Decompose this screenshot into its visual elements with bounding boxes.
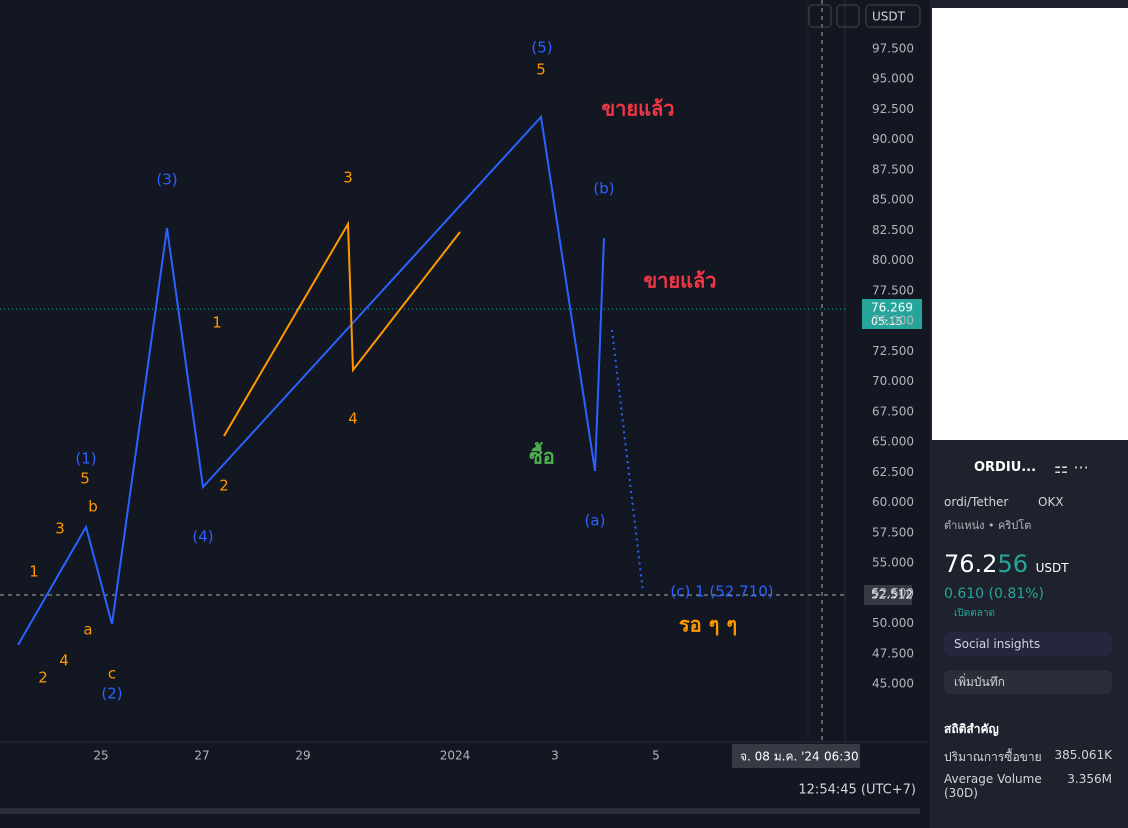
status: เปิดตลาด (954, 608, 995, 619)
annotation: ขายแล้ว (602, 97, 675, 121)
crosshair-price: 52.512 (871, 588, 913, 602)
stat-value: 385.061K (1054, 748, 1113, 762)
change: 0.610 (0.81%) (944, 586, 1044, 602)
annotation: (c) 1 (52.710) (670, 583, 773, 601)
wave-line (17, 114, 605, 646)
price-label: 47.500 (872, 646, 914, 660)
scrollbar (0, 808, 920, 814)
price-label: 90.000 (872, 132, 914, 146)
crosshair-tag (864, 585, 912, 605)
chart-bg (0, 0, 928, 828)
annotation: 3 (343, 169, 353, 187)
price-label: 65.000 (872, 435, 914, 449)
price: 76.256 USDT (944, 550, 1069, 578)
widget (932, 8, 1128, 440)
price-label: 45.000 (872, 677, 914, 691)
price-label: 72.500 (872, 344, 914, 358)
annotation: 5 (80, 470, 90, 488)
annotation: 5 (536, 61, 546, 79)
price-label: 80.000 (872, 253, 914, 267)
annotation: 1 (29, 563, 39, 581)
stat-label: ปริมาณการซื้อขาย (944, 750, 1042, 764)
price-label: 50.000 (872, 616, 914, 630)
button[interactable] (836, 4, 860, 28)
stats-title: สถิติสำคัญ (944, 722, 999, 736)
annotation: (1) (75, 450, 96, 468)
icon[interactable]: ⚏ ··· (1054, 458, 1089, 477)
price-label: 77.500 (872, 283, 914, 297)
annotation: b (88, 498, 98, 516)
price-label: 55.000 (872, 556, 914, 570)
currency: USDT (872, 10, 906, 24)
price-label: 62.500 (872, 465, 914, 479)
annotation: (3) (156, 171, 177, 189)
price-label: 67.500 (872, 404, 914, 418)
annotation: (2) (101, 685, 122, 703)
price-label: 70.000 (872, 374, 914, 388)
annotation: ซื้อ (529, 442, 555, 469)
time-label: 29 (295, 749, 310, 763)
crosshair-date: จ. 08 ม.ค. '24 (740, 750, 820, 764)
time-label: 25 (93, 749, 108, 763)
price-label: 52.500 (872, 586, 914, 600)
category: ตำแหน่ง • คริปโต (944, 519, 1032, 532)
currency-button[interactable] (865, 4, 921, 28)
sidebar: ORDIU... ⚏ ··· ordi/Tether OKX ตำแหน่ง •… (930, 0, 1128, 828)
annotation: ขายแล้ว (644, 269, 717, 293)
annotation: รอ ๆ ๆ (679, 613, 737, 637)
unit: USDT (1035, 561, 1069, 575)
current-price: 76.269 (871, 301, 913, 315)
annotation: 1 (212, 314, 222, 332)
exchange: OKX (1038, 495, 1064, 509)
price-label: 85.000 (872, 193, 914, 207)
price-label: 97.500 (872, 42, 914, 56)
price-label: 87.500 (872, 162, 914, 176)
annotation: (5) (531, 39, 552, 57)
annotation: 2 (38, 669, 48, 687)
price-tag (862, 299, 922, 329)
social: Social insights (954, 637, 1041, 651)
price-tail: 56 (997, 550, 1028, 578)
stat-label: Average Volume (30D) (944, 772, 1042, 800)
crosshair-time: 06:30 (824, 750, 859, 764)
price-label: 60.000 (872, 495, 914, 509)
wave-line (223, 220, 461, 437)
annotation: 4 (59, 652, 69, 670)
social-button[interactable]: Social insights (944, 632, 1112, 656)
chart: USDT 76.269 05:15 52.512 จ. 08 ม.ค. '24 … (0, 0, 928, 828)
annotation: 2 (219, 477, 229, 495)
projection-line (611, 329, 644, 593)
time-label: 27 (194, 749, 209, 763)
annotation: (4) (192, 528, 213, 546)
annotation: (b) (593, 180, 614, 198)
symbol[interactable]: ORDIU... (974, 460, 1037, 475)
annotation: 4 (348, 410, 358, 428)
price-label: 75.000 (872, 314, 914, 328)
price-main: 76.2 (944, 550, 998, 578)
button[interactable] (808, 4, 832, 28)
time-label: 3 (551, 749, 559, 763)
annotation: (a) (585, 512, 606, 530)
price-label: 82.500 (872, 223, 914, 237)
note-button[interactable]: เพิ่มบันทึก (944, 670, 1112, 694)
price-label: 92.500 (872, 102, 914, 116)
annotation: 3 (55, 520, 65, 538)
clock: 12:54:45 (UTC+7) (798, 783, 916, 798)
add-note: เพิ่มบันทึก (954, 675, 1005, 689)
time-label: 2024 (440, 749, 471, 763)
price-label: 57.500 (872, 525, 914, 539)
date-tag (732, 744, 860, 768)
countdown: 05:15 (871, 315, 903, 328)
annotation: a (83, 621, 92, 639)
annotation: c (108, 665, 116, 683)
stat-value: 3.356M (1067, 772, 1112, 786)
time-label: 5 (652, 749, 660, 763)
price-label: 95.000 (872, 72, 914, 86)
pair: ordi/Tether (944, 495, 1009, 509)
